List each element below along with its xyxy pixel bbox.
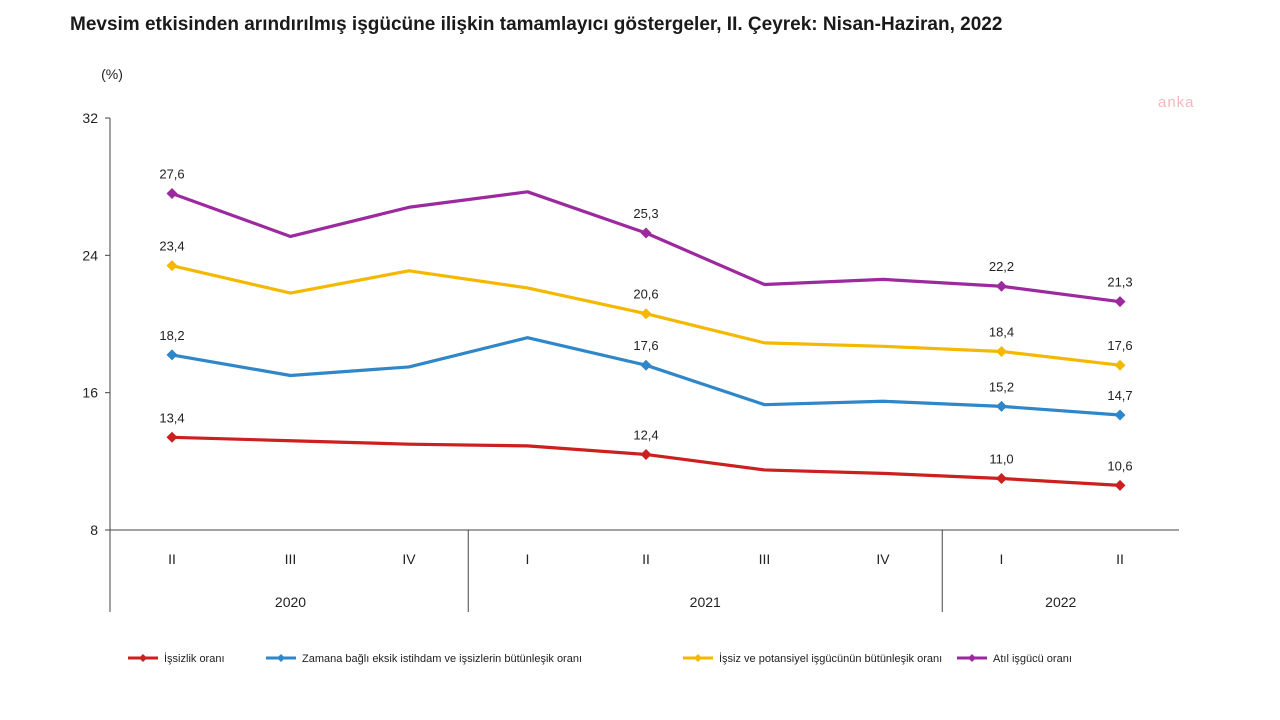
x-tick-label: IV [876, 551, 890, 567]
data-label: 18,4 [989, 324, 1014, 339]
year-label: 2020 [275, 594, 306, 610]
data-point-marker [640, 308, 652, 320]
data-point-marker [166, 260, 178, 272]
data-point-marker [166, 431, 178, 443]
chart-title: Mevsim etkisinden arındırılmış işgücüne … [70, 14, 1003, 35]
year-label: 2022 [1045, 594, 1076, 610]
data-label: 11,0 [989, 452, 1013, 467]
data-label: 25,3 [633, 206, 658, 221]
data-label: 22,2 [989, 259, 1014, 274]
data-point-marker [996, 345, 1007, 357]
legend-swatch-marker [968, 654, 976, 662]
data-label: 15,2 [989, 379, 1014, 394]
data-label: 17,6 [633, 338, 658, 353]
series-line [170, 435, 1122, 487]
y-tick-label: 32 [82, 110, 98, 126]
data-label: 17,6 [1107, 338, 1132, 353]
legend-label: İşsizlik oranı [164, 652, 225, 665]
legend-label: Zamana bağlı eksik istihdam ve işsizleri… [302, 653, 582, 665]
data-point-marker [640, 448, 652, 460]
data-point-marker [1114, 409, 1126, 421]
x-tick-label: III [759, 551, 771, 567]
legend-label: Atıl işgücü oranı [993, 653, 1072, 665]
data-point-marker [996, 473, 1007, 484]
data-point-marker [640, 359, 652, 371]
legend-swatch-marker [277, 654, 285, 662]
data-point-marker [1114, 479, 1126, 491]
data-label: 18,2 [159, 328, 184, 343]
data-label: 23,4 [159, 239, 184, 254]
x-tick-label: I [526, 551, 530, 567]
data-label: 14,7 [1107, 388, 1132, 403]
data-point-marker [1114, 296, 1126, 308]
watermark: anka [1158, 94, 1195, 111]
data-label: 10,6 [1107, 458, 1132, 473]
x-tick-label: III [285, 551, 297, 567]
x-tick-label: II [168, 551, 176, 567]
legend-swatch-marker [139, 654, 147, 662]
year-label: 2021 [690, 594, 721, 610]
x-tick-label: IV [402, 551, 416, 567]
data-point-marker [996, 400, 1007, 412]
data-point-marker [996, 280, 1007, 292]
y-tick-label: 8 [90, 522, 98, 538]
data-label: 27,6 [159, 167, 184, 182]
x-tick-label: II [1116, 551, 1124, 567]
data-label: 21,3 [1107, 275, 1132, 290]
y-tick-label: 16 [82, 385, 98, 401]
data-label: 12,4 [633, 427, 658, 442]
data-point-marker [1114, 359, 1126, 371]
data-label: 20,6 [633, 287, 658, 302]
x-tick-label: I [1000, 551, 1004, 567]
data-label: 13,4 [159, 410, 184, 425]
data-point-marker [640, 227, 652, 239]
data-point-marker [166, 349, 178, 361]
x-tick-label: II [642, 551, 650, 567]
legend-label: İşsiz ve potansiyel işgücünün bütünleşik… [719, 652, 942, 665]
data-point-marker [166, 188, 178, 200]
legend-swatch-marker [694, 654, 702, 662]
y-tick-label: 24 [82, 247, 98, 263]
y-unit-label: (%) [101, 66, 123, 82]
